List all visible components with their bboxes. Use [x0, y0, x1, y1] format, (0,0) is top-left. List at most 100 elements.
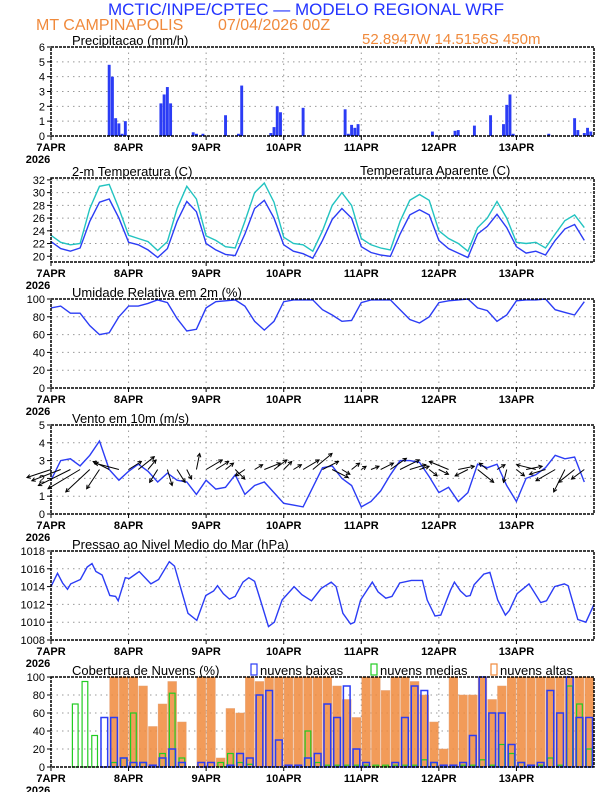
panel-title: Cobertura de Nuvens (%) — [72, 663, 219, 678]
wind-vector-head — [454, 472, 460, 477]
legend-label: nuvens medias — [380, 663, 468, 678]
y-tick-label: 20 — [33, 365, 45, 377]
wind-vector — [65, 469, 91, 493]
cloud-bar-nuvens-altas — [119, 676, 129, 768]
legend-swatch — [490, 663, 498, 676]
cloud-bar-nuvens-baixas — [323, 703, 332, 768]
cloud-bar-nuvens-baixas — [139, 761, 148, 768]
x-tick-label: 9APR — [191, 773, 220, 785]
cloud-bar-nuvens-medias — [81, 680, 89, 768]
cloud-bar-nuvens-altas — [439, 748, 449, 768]
wind-vector — [149, 469, 159, 483]
wind-vector — [273, 459, 288, 470]
wind-vector — [496, 464, 506, 470]
precip-bar — [301, 107, 305, 136]
wind-vector-head — [362, 465, 367, 471]
precip-bar — [110, 76, 114, 136]
cloud-bar-nuvens-baixas — [100, 716, 109, 768]
precip-bar — [117, 123, 121, 136]
precip-bar — [511, 133, 515, 136]
panel-4: 1008 1010 1012 1014 1016 1018 7APR 8APR 9APR 10AP… — [21, 537, 595, 670]
wind-vector — [215, 461, 229, 470]
precip-bar — [279, 112, 282, 136]
x-tick-label: 11APR — [344, 773, 379, 785]
x-tick-label: 13APR — [499, 268, 535, 280]
panel-3: 0 1 2 3 4 5 7APR 8APR 9APR 10APR 11APR 12APR 13APR 20… — [26, 411, 595, 544]
wind-vector-head — [276, 462, 282, 467]
wind-vector — [458, 465, 475, 470]
x-tick-label: 8APR — [114, 646, 143, 658]
wind-vector-head — [433, 472, 438, 477]
cloud-bar-nuvens-altas — [206, 676, 216, 768]
wind-vector — [94, 462, 120, 470]
wind-vector — [503, 469, 508, 483]
wind-vector-head — [528, 471, 534, 476]
cloud-bar-nuvens-altas — [458, 694, 468, 768]
wind-vector-head — [334, 460, 340, 466]
y-tick-label: 1016 — [21, 564, 45, 576]
wind-vector — [454, 469, 469, 477]
wind-vector-head — [93, 461, 99, 467]
series-line — [50, 298, 585, 336]
wind-vector-head — [150, 456, 156, 461]
y-tick-label: 2 — [39, 101, 45, 113]
cloud-bar-nuvens-medias — [91, 734, 99, 768]
cloud-bar-nuvens-altas — [429, 721, 439, 768]
wind-vector-head — [374, 465, 380, 470]
wind-vector — [137, 456, 155, 470]
cloud-bar-nuvens-altas — [361, 676, 371, 768]
plot-frame — [50, 46, 595, 137]
wind-vector-head — [282, 459, 288, 464]
panel-0: 0 1 2 3 4 5 6 7APR 8APR 9APR 10APR 11APR 12APR 13APR 2… — [26, 33, 595, 166]
cloud-bar-nuvens-baixas — [255, 694, 264, 768]
cloud-bar-nuvens-medias — [372, 764, 380, 768]
y-tick-label: 0 — [39, 383, 45, 395]
wind-vector — [254, 464, 263, 470]
legend-label: nuvens altas — [500, 663, 573, 678]
x-tick-label: 7APR — [36, 394, 65, 406]
x-tick-label: 13APR — [499, 520, 535, 532]
wind-vector — [341, 469, 351, 475]
precip-bar — [547, 133, 551, 136]
wind-vector — [516, 464, 536, 470]
precip-bar — [165, 87, 169, 136]
precip-bar — [237, 133, 240, 136]
y-tick-label: 1010 — [21, 617, 45, 629]
precip-bar — [356, 124, 360, 136]
wind-vector-head — [328, 452, 333, 458]
wind-vector — [428, 469, 438, 477]
y-tick-label: 28 — [33, 200, 45, 212]
y-tick-label: 100 — [27, 294, 45, 306]
cloud-bar-nuvens-altas — [526, 676, 536, 768]
y-tick-label: 5 — [39, 57, 45, 69]
wind-vector-head — [402, 457, 408, 463]
wind-vector-head — [538, 464, 544, 470]
cloud-bar-nuvens-baixas — [575, 716, 584, 768]
wind-vector-head — [344, 473, 350, 479]
wind-vector — [409, 464, 426, 470]
x-tick-label: 10APR — [266, 394, 302, 406]
x-tick-label: 10APR — [266, 142, 302, 154]
wind-vector — [438, 469, 449, 475]
wind-vector — [571, 469, 585, 480]
wind-vector — [195, 453, 201, 470]
x-tick-label: 11APR — [344, 394, 379, 406]
wind-vector — [225, 462, 234, 470]
x-tick-label: 10APR — [266, 646, 302, 658]
wind-vector-head — [187, 475, 193, 481]
precip-bar — [224, 115, 227, 136]
y-tick-label: 80 — [33, 690, 45, 702]
wind-vector-head — [297, 464, 303, 469]
y-tick-label: 6 — [39, 42, 45, 54]
wind-vector-head — [234, 472, 240, 477]
y-tick-label: 40 — [33, 347, 45, 359]
x-tick-label: 8APR — [114, 520, 143, 532]
cloud-bar-nuvens-baixas — [391, 761, 400, 768]
x-tick-label: 10APR — [266, 520, 302, 532]
cloud-bar-nuvens-altas — [448, 676, 458, 768]
wind-vector-head — [240, 475, 246, 480]
precip-bar — [456, 130, 460, 136]
x-tick-label: 9APR — [191, 646, 220, 658]
wind-vector-head — [520, 472, 526, 477]
